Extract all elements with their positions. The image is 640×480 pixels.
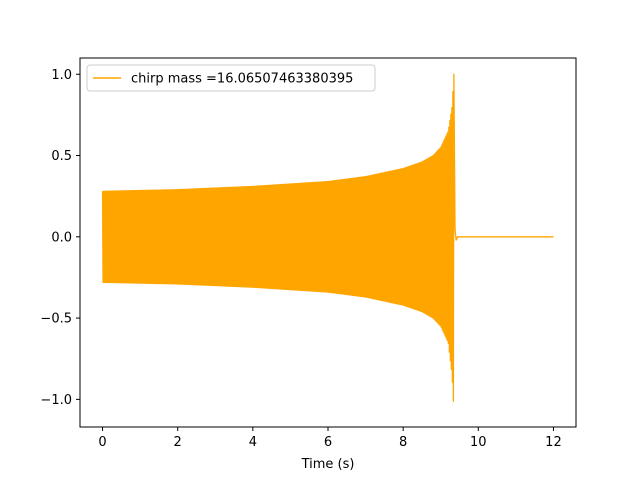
legend-label: chirp mass =16.06507463380395 xyxy=(131,72,353,87)
y-tick-label: −1.0 xyxy=(40,393,72,408)
x-tick-label: 4 xyxy=(249,435,257,450)
legend: chirp mass =16.06507463380395 xyxy=(86,64,376,92)
legend-box xyxy=(86,64,376,92)
y-tick-label: −0.5 xyxy=(40,312,72,327)
y-axis: −1.0 −0.5 0.0 0.5 1.0 xyxy=(40,68,80,408)
x-tick-label: 12 xyxy=(545,435,562,450)
x-axis-label: Time (s) xyxy=(301,457,355,472)
y-tick-label: 0.5 xyxy=(51,149,72,164)
x-tick-label: 6 xyxy=(324,435,332,450)
y-tick-label: 0.0 xyxy=(51,230,72,245)
x-tick-label: 8 xyxy=(399,435,407,450)
x-tick-label: 10 xyxy=(470,435,487,450)
plot-area xyxy=(101,73,554,402)
y-tick-label: 1.0 xyxy=(51,68,72,83)
series-line-chirp xyxy=(101,73,554,402)
x-tick-label: 2 xyxy=(174,435,182,450)
x-tick-label: 0 xyxy=(98,435,106,450)
x-axis: 0 2 4 6 8 10 12 xyxy=(98,427,562,450)
